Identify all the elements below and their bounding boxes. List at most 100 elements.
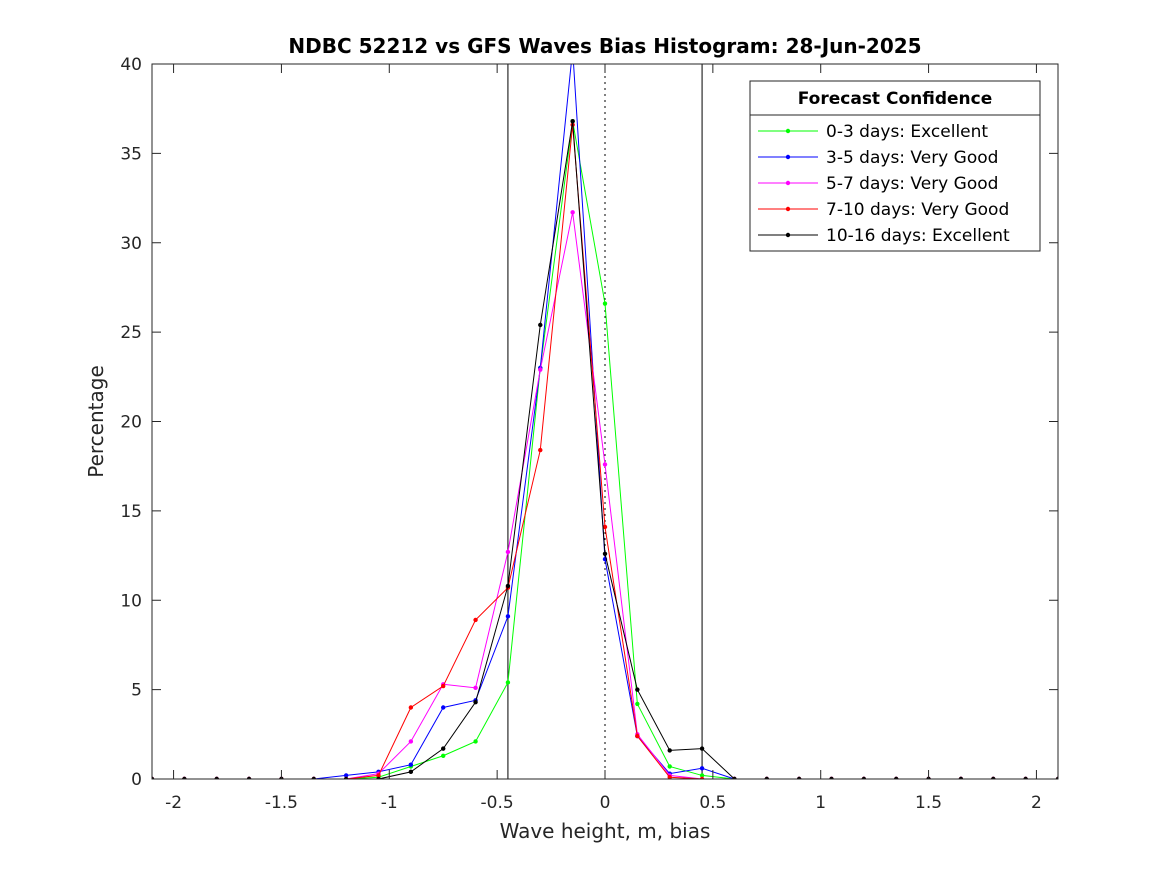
x-tick-label: -0.5 xyxy=(481,793,514,813)
data-point xyxy=(441,705,446,710)
y-tick-label: 10 xyxy=(120,591,142,611)
x-tick-label: 1 xyxy=(815,793,826,813)
legend-label: 7-10 days: Very Good xyxy=(826,200,1009,220)
data-point xyxy=(667,748,672,753)
data-point xyxy=(991,776,996,779)
data-point xyxy=(602,301,608,306)
legend-box xyxy=(749,80,1041,252)
data-point xyxy=(408,705,414,710)
data-point xyxy=(473,617,478,623)
data-point xyxy=(699,773,705,778)
legend-item: 0-3 days: Excellent xyxy=(758,122,988,142)
data-point xyxy=(570,119,575,124)
x-tick-label: 0.5 xyxy=(699,793,726,813)
x-tick-label: 2 xyxy=(1031,793,1042,813)
legend: Forecast Confidence 0-3 days: Excellent 3… xyxy=(749,80,1041,252)
legend-swatch-marker xyxy=(785,232,791,238)
legend-swatch-marker xyxy=(785,154,791,160)
data-point xyxy=(505,549,511,555)
data-point xyxy=(635,687,640,692)
legend-swatch-marker xyxy=(785,180,791,186)
y-tick-label: 35 xyxy=(120,144,142,164)
data-point xyxy=(1055,776,1058,779)
data-point xyxy=(958,776,964,779)
data-point xyxy=(764,776,769,779)
legend-swatch-marker xyxy=(785,128,791,134)
y-tick-label: 25 xyxy=(120,323,142,343)
data-point xyxy=(699,776,705,779)
data-point xyxy=(473,685,478,691)
data-point xyxy=(473,699,478,705)
data-point xyxy=(894,776,899,779)
legend-label: 0-3 days: Excellent xyxy=(826,122,988,142)
data-point xyxy=(182,776,187,779)
data-point xyxy=(829,776,834,779)
data-point xyxy=(311,776,316,779)
data-point xyxy=(408,762,414,767)
legend-label: 10-16 days: Excellent xyxy=(826,226,1010,246)
data-point xyxy=(699,766,705,771)
data-point xyxy=(152,776,155,779)
data-point xyxy=(667,775,672,779)
x-tick-label: -1.5 xyxy=(265,793,298,813)
data-point xyxy=(570,210,575,215)
x-tick-label: 1.5 xyxy=(915,793,942,813)
data-point xyxy=(699,746,705,751)
reference-lines xyxy=(507,64,703,779)
data-point xyxy=(635,733,640,739)
series-4 xyxy=(152,119,1058,779)
data-point xyxy=(505,680,511,685)
chart-title: NDBC 52212 vs GFS Waves Bias Histogram: … xyxy=(288,34,921,58)
ticks xyxy=(152,63,1058,780)
data-point xyxy=(667,764,672,769)
data-point xyxy=(732,776,737,779)
y-tick-label: 20 xyxy=(120,413,142,433)
y-tick-label: 0 xyxy=(131,770,142,790)
data-point xyxy=(538,447,543,453)
data-point xyxy=(505,614,511,619)
data-point xyxy=(602,462,608,467)
data-point xyxy=(635,701,640,707)
data-point xyxy=(441,683,446,689)
legend-item: 5-7 days: Very Good xyxy=(758,174,998,194)
data-point xyxy=(376,776,381,779)
data-point xyxy=(538,322,543,328)
x-axis-label: Wave height, m, bias xyxy=(500,819,711,843)
x-tick-label: -1 xyxy=(381,793,398,813)
y-axis-label: Percentage xyxy=(84,365,108,478)
legend-items: 0-3 days: Excellent 3-5 days: Very Good 5-… xyxy=(758,122,1010,246)
data-point xyxy=(441,753,446,758)
data-point xyxy=(473,739,478,744)
series-group xyxy=(152,64,1058,779)
data-point xyxy=(602,524,608,530)
data-point xyxy=(505,583,511,589)
legend-item: 3-5 days: Very Good xyxy=(758,148,998,168)
data-point xyxy=(538,367,543,372)
data-point xyxy=(246,776,252,779)
data-point xyxy=(1023,776,1028,779)
legend-swatch-marker xyxy=(785,206,791,212)
y-tick-label: 5 xyxy=(131,681,142,701)
legend-label: 5-7 days: Very Good xyxy=(826,174,998,194)
data-point xyxy=(343,773,349,778)
x-tick-label: -2 xyxy=(165,793,182,813)
legend-title: Forecast Confidence xyxy=(798,89,993,109)
y-tick-label: 15 xyxy=(120,502,142,522)
data-point xyxy=(408,739,414,744)
data-point xyxy=(796,776,802,779)
data-point xyxy=(376,773,381,778)
legend-item: 7-10 days: Very Good xyxy=(758,200,1009,220)
legend-label: 3-5 days: Very Good xyxy=(826,148,998,168)
legend-item: 10-16 days: Excellent xyxy=(758,226,1010,246)
data-point xyxy=(441,746,446,751)
data-point xyxy=(408,769,414,775)
data-point xyxy=(214,776,219,779)
data-point xyxy=(861,776,867,779)
data-point xyxy=(602,551,608,556)
x-tick-label: 0 xyxy=(600,793,611,813)
y-tick-label: 40 xyxy=(120,55,142,75)
data-point xyxy=(343,776,349,779)
y-tick-label: 30 xyxy=(120,234,142,254)
